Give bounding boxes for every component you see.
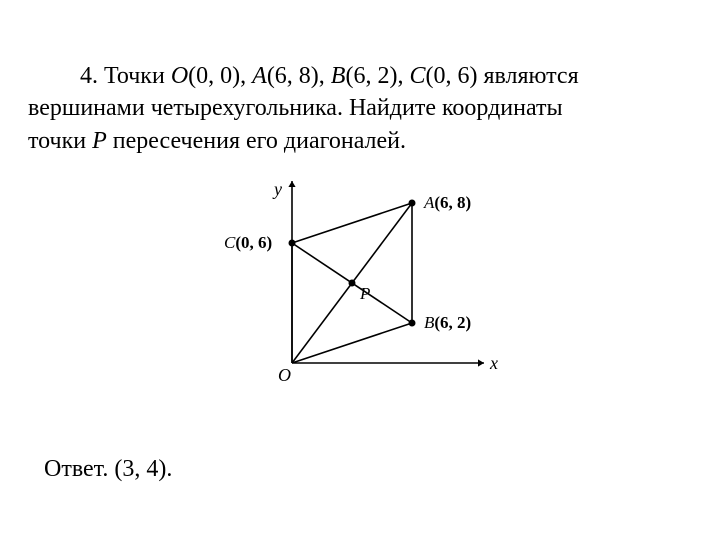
point-O-coords: (0, 0), xyxy=(188,63,252,89)
svg-text:P: P xyxy=(359,284,370,303)
coordinate-diagram: A(6, 8) B(6, 2) C(0, 6) Px y O xyxy=(204,173,504,403)
problem-line-2: вершинами четырехугольника. Найдите коор… xyxy=(28,92,680,124)
svg-text:x: x xyxy=(489,353,498,373)
point-C-label: C xyxy=(409,63,425,89)
point-C-coords: (0, 6) являются xyxy=(425,63,578,89)
svg-text:y: y xyxy=(272,179,282,199)
answer-label: Ответ. xyxy=(44,456,108,482)
point-A-coords: (6, 8), xyxy=(267,63,331,89)
answer-value: (3, 4). xyxy=(108,456,172,482)
text: Точки xyxy=(98,63,171,89)
svg-text:C(0, 6): C(0, 6) xyxy=(224,233,272,252)
page: 4. Точки O(0, 0), A(6, 8), B(6, 2), C(0,… xyxy=(0,0,720,540)
answer-line: Ответ. (3, 4). xyxy=(44,456,680,483)
text: точки xyxy=(28,128,92,154)
point-B-coords: (6, 2), xyxy=(345,63,409,89)
svg-text:B(6, 2): B(6, 2) xyxy=(424,313,471,332)
problem-number: 4. xyxy=(80,63,98,89)
point-B-label: B xyxy=(331,63,346,89)
problem-line-1: 4. Точки O(0, 0), A(6, 8), B(6, 2), C(0,… xyxy=(28,60,680,92)
point-P-label: P xyxy=(92,128,107,154)
svg-text:O: O xyxy=(278,365,291,385)
point-A-label: A xyxy=(252,63,267,89)
problem-line-3: точки P пересечения его диагоналей. xyxy=(28,125,680,157)
point-O-label: O xyxy=(171,63,188,89)
figure-container: A(6, 8) B(6, 2) C(0, 6) Px y O xyxy=(28,173,680,408)
text: пересечения его диагоналей. xyxy=(107,128,406,154)
problem-statement: 4. Точки O(0, 0), A(6, 8), B(6, 2), C(0,… xyxy=(28,60,680,157)
svg-text:A(6, 8): A(6, 8) xyxy=(423,193,471,212)
